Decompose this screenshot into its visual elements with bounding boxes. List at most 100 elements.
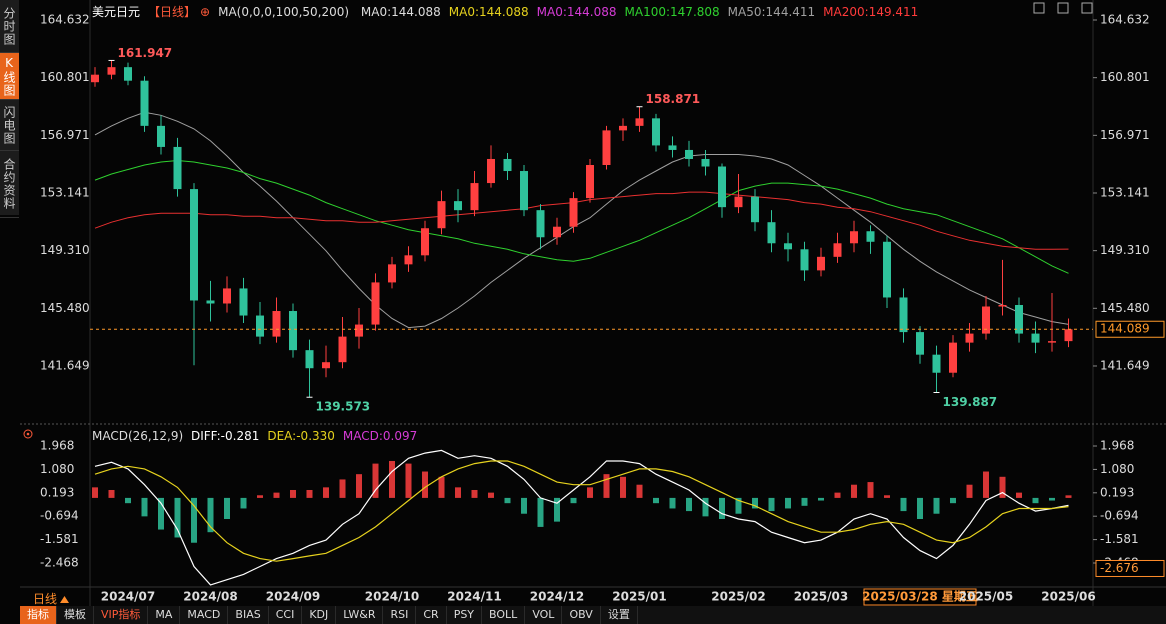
y-tick-label: 160.801 — [40, 70, 90, 84]
y-tick-label: 145.480 — [40, 301, 90, 315]
toolbar-tab[interactable]: OBV — [562, 606, 601, 624]
sidebar-tab[interactable]: 闪电图 — [0, 100, 19, 151]
candle-body — [784, 243, 792, 250]
macd-bar — [224, 497, 230, 520]
macd-bar — [504, 497, 511, 504]
y-tick-label-right: -0.694 — [1100, 509, 1139, 523]
candle-body — [949, 342, 957, 373]
toolbar-tab[interactable]: 设置 — [601, 606, 638, 624]
toolbar-tab[interactable]: VIP指标 — [94, 606, 149, 624]
toolbar-tab[interactable]: BIAS — [228, 606, 269, 624]
macd-bar — [125, 497, 131, 504]
macd-bar — [818, 497, 824, 501]
sidebar-tab[interactable]: 合约资料 — [0, 151, 19, 218]
low-label: 139.887 — [943, 395, 998, 409]
sidebar-tab[interactable]: K线图 — [0, 53, 19, 100]
macd-icon-dot — [26, 432, 30, 436]
toolbar-tab[interactable]: MACD — [180, 606, 229, 624]
toolbar-tab[interactable]: KDJ — [302, 606, 337, 624]
macd-icon[interactable] — [23, 429, 33, 439]
toolbar-tab[interactable]: CR — [416, 606, 447, 624]
y-tick-label: 149.310 — [40, 243, 90, 257]
y-tick-label: 1.968 — [40, 438, 74, 452]
y-tick-label: 141.649 — [40, 358, 90, 372]
toolbar-tab[interactable]: CCI — [269, 606, 303, 624]
window-icons — [1033, 2, 1093, 14]
toolbar-tab[interactable]: MA — [148, 606, 181, 624]
macd-bar — [570, 497, 577, 504]
macd-bar — [438, 476, 445, 498]
icon-window[interactable] — [1057, 2, 1069, 14]
macd-bar — [207, 497, 214, 533]
sidebar-tab[interactable]: 分时图 — [0, 0, 19, 53]
candle-body — [305, 350, 314, 369]
symbol: 美元日元 — [92, 5, 141, 19]
macd-bar — [191, 497, 197, 543]
toolbar-tab[interactable]: LW&R — [336, 606, 384, 624]
y-tick-label-right: 164.632 — [1100, 13, 1150, 27]
y-tick-label-right: 149.310 — [1100, 243, 1150, 257]
macd-line — [94, 449, 1069, 586]
candle-body — [124, 67, 132, 81]
candle-body — [487, 158, 495, 184]
toolbar-tab[interactable]: RSI — [383, 606, 417, 624]
x-tick-label: 2024/09 — [266, 590, 320, 604]
candle-body — [866, 231, 875, 242]
ma-line — [94, 191, 1069, 250]
macd-bar — [1032, 497, 1039, 504]
ma-line — [94, 159, 1069, 274]
candle-body — [107, 67, 116, 75]
high-label: 161.947 — [118, 46, 173, 60]
candle-body — [833, 243, 842, 257]
candle-body — [569, 198, 578, 227]
candle-body — [850, 231, 858, 244]
period-selector[interactable]: 日线 — [33, 590, 70, 607]
x-tick-label: 2024/10 — [365, 590, 419, 604]
ma-legend: MA0:144.088 — [360, 5, 441, 19]
high-label: 158.871 — [646, 92, 701, 106]
icon-close[interactable] — [1081, 2, 1093, 14]
x-tick-label: 2024/12 — [530, 590, 584, 604]
chart-header: 美元日元 【日线】 ⊕ MA(0,0,0,100,50,200) MA0:144.08… — [92, 3, 926, 20]
macd-bar — [1016, 492, 1022, 498]
period-arrow — [60, 596, 70, 603]
candle-body — [322, 362, 330, 369]
macd-bar — [290, 489, 296, 498]
macd-header: MACD(26,12,9) DIFF:-0.281 DEA:-0.330 MACD:… — [92, 429, 425, 443]
macd-bar — [669, 497, 676, 509]
last-price-label: 144.089 — [1100, 322, 1150, 336]
macd-bar — [900, 497, 907, 512]
candle-body — [421, 228, 429, 256]
candle-body — [173, 146, 182, 190]
macd-bar — [603, 474, 610, 498]
macd-bar — [92, 487, 98, 498]
y-tick-label: 0.193 — [40, 485, 74, 499]
macd-bar — [405, 463, 412, 498]
y-tick-label: 164.632 — [40, 13, 90, 27]
toolbar-tab[interactable]: VOL — [525, 606, 563, 624]
candle-body — [899, 297, 908, 333]
y-tick-label-right: 1.968 — [1100, 438, 1134, 452]
y-tick-label: 156.971 — [40, 128, 90, 142]
toolbar-tab[interactable]: 指标 — [20, 606, 57, 624]
icon-layout[interactable] — [1033, 2, 1045, 14]
macd-bar — [273, 492, 280, 498]
macd-bar — [801, 497, 808, 506]
candle-body — [652, 118, 660, 146]
y-tick-label-right: 0.193 — [1100, 485, 1134, 499]
toolbar-tab[interactable]: BOLL — [482, 606, 526, 624]
toolbar-tab[interactable]: PSY — [447, 606, 483, 624]
candle-body — [272, 311, 281, 337]
x-tick-label: 2025/01 — [612, 590, 666, 604]
macd-bar — [999, 476, 1006, 498]
low-label: 139.573 — [316, 400, 371, 414]
candle-body — [388, 264, 396, 283]
macd-bar — [257, 495, 263, 498]
y-tick-label-right: 160.801 — [1100, 70, 1150, 84]
macd-bar — [851, 484, 857, 498]
macd-bar — [653, 497, 659, 504]
toolbar-tab[interactable]: 模板 — [57, 606, 94, 624]
add-icon[interactable]: ⊕ — [200, 5, 211, 19]
ma-legend: MA200:149.411 — [823, 5, 919, 19]
x-tick-label: 2024/07 — [101, 590, 155, 604]
